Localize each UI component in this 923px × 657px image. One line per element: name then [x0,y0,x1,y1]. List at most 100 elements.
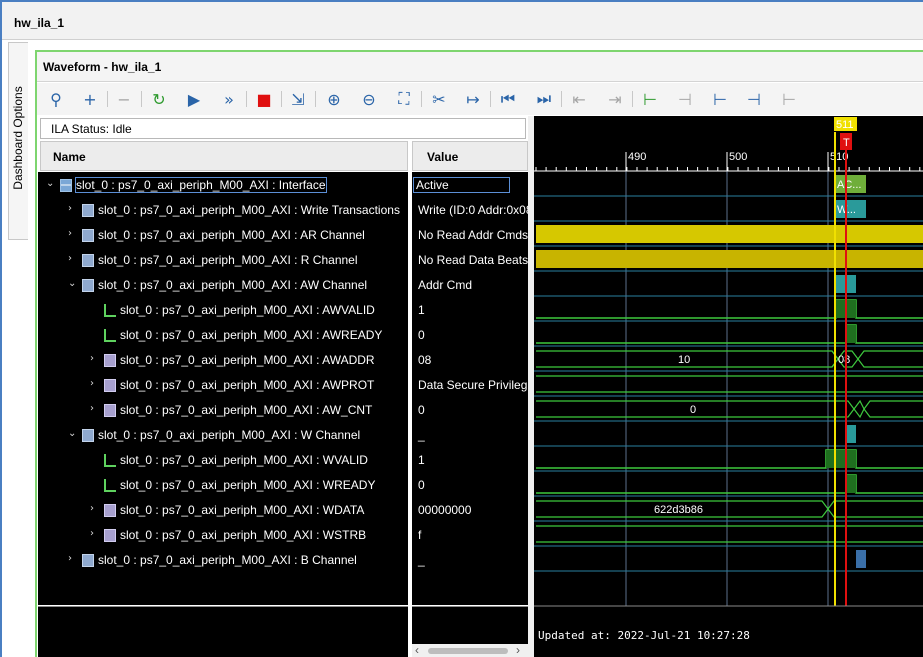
remove-icon[interactable]: − [117,89,131,109]
r-channel-bar [536,250,923,268]
signal-name: slot_0 : ps7_0_axi_periph_M00_AXI : AWPR… [120,378,375,392]
signal-row[interactable]: › slot_0 : ps7_0_axi_periph_M00_AXI : WDA… [38,498,408,522]
dashboard-options-tab[interactable]: Dashboard Options [8,42,28,240]
export-icon[interactable]: ⇲ [291,89,305,109]
next-marker-icon[interactable]: ⊢ [713,89,727,109]
scrollbar-thumb[interactable] [428,648,508,654]
scroll-right-icon[interactable]: › [516,643,520,657]
name-column-header[interactable]: Name [40,141,408,171]
signal-value: Data Secure Privileg [418,378,528,392]
expand-arrow-icon[interactable]: › [68,553,72,564]
expand-arrow-icon[interactable]: › [68,228,72,239]
wdata-wave-b2 [827,508,923,518]
stop-trigger-icon[interactable]: ■ [256,89,272,109]
signal-value: Addr Cmd [418,278,473,292]
expand-arrow-icon[interactable]: › [90,528,94,539]
add-marker-icon[interactable]: ⊢ [643,89,657,109]
signal-name: slot_0 : ps7_0_axi_periph_M00_AXI : WREA… [120,478,376,492]
go-to-start-icon[interactable]: ⏮ [500,89,516,108]
snap-icon[interactable]: ⊢ [782,89,796,109]
run-trigger-continuous-icon[interactable]: » [224,89,234,109]
bus-signal-icon [82,279,94,292]
toolbar-separator [632,91,633,107]
signal-row[interactable]: › slot_0 : ps7_0_axi_periph_M00_AXI : AWP… [38,373,408,397]
signal-row[interactable]: ⌄ slot_0 : ps7_0_axi_periph_M00_AXI : Int… [38,173,408,197]
signal-name: slot_0 : ps7_0_axi_periph_M00_AXI : WVAL… [120,453,368,467]
signal-row[interactable]: › slot_0 : ps7_0_axi_periph_M00_AXI : R C… [38,248,408,272]
expand-arrow-icon[interactable]: › [68,203,72,214]
awcnt-wave-c1 [863,400,923,410]
ar-channel-bar [536,225,923,243]
signal-name-list-footer [38,606,408,657]
signal-row[interactable]: slot_0 : ps7_0_axi_periph_M00_AXI : WVAL… [38,448,408,472]
bit-signal-icon [104,329,116,342]
signal-row[interactable]: slot_0 : ps7_0_axi_periph_M00_AXI : WREA… [38,473,408,497]
bus-signal-icon [82,254,94,267]
toolbar-separator [315,91,316,107]
bus-signal-icon [82,229,94,242]
cursor-remove-icon[interactable]: ✂ [432,89,446,109]
zoom-fit-icon[interactable]: ⛶ [398,89,410,108]
panel-splitter[interactable] [528,116,534,657]
expand-arrow-icon[interactable]: › [68,253,72,264]
signal-row[interactable]: ⌄ slot_0 : ps7_0_axi_periph_M00_AXI : AW … [38,273,408,297]
wvalid-wave [536,449,923,469]
previous-transition-icon[interactable]: ⇤ [572,89,586,109]
b-channel-block [856,550,866,568]
signal-row[interactable]: ⌄ slot_0 : ps7_0_axi_periph_M00_AXI : W C… [38,423,408,447]
signal-row[interactable]: › slot_0 : ps7_0_axi_periph_M00_AXI : B C… [38,548,408,572]
vec-signal-icon [104,354,116,367]
search-icon[interactable]: ⚲ [50,89,62,109]
w-channel-block [846,425,856,443]
swap-cursor-icon[interactable]: ⊣ [747,89,761,109]
go-to-end-icon[interactable]: ⏭ [536,89,552,108]
expand-arrow-icon[interactable]: › [90,378,94,389]
signal-row[interactable]: slot_0 : ps7_0_axi_periph_M00_AXI : AWRE… [38,323,408,347]
previous-marker-icon[interactable]: ⊣ [678,89,692,109]
awready-wave [536,324,923,344]
expand-arrow-icon[interactable]: › [90,353,94,364]
next-transition-icon[interactable]: ⇥ [608,89,622,109]
signal-value: _ [418,428,425,442]
iface-signal-icon [60,179,72,192]
waveform-title: Waveform - hw_ila_1 [43,60,162,74]
collapse-arrow-icon[interactable]: ⌄ [46,178,55,189]
signal-name-list: ⌄ slot_0 : ps7_0_axi_periph_M00_AXI : Int… [38,172,408,605]
toolbar-separator [421,91,422,107]
collapse-arrow-icon[interactable]: ⌄ [68,278,77,289]
signal-value: f [418,528,422,542]
signal-name: slot_0 : ps7_0_axi_periph_M00_AXI : W Ch… [98,428,361,442]
expand-arrow-icon[interactable]: › [90,503,94,514]
run-trigger-immediate-icon[interactable]: ↻ [152,89,166,109]
marker-goto-icon[interactable]: ↦ [466,89,480,109]
signal-name: slot_0 : ps7_0_axi_periph_M00_AXI : AWRE… [120,328,383,342]
signal-name: slot_0 : ps7_0_axi_periph_M00_AXI : R Ch… [98,253,358,267]
add-icon[interactable]: + [83,89,97,109]
collapse-arrow-icon[interactable]: ⌄ [68,428,77,439]
vec-signal-icon [104,379,116,392]
zoom-out-icon[interactable]: ⊖ [362,89,376,109]
awcnt-wave-b [853,399,865,419]
signal-row[interactable]: slot_0 : ps7_0_axi_periph_M00_AXI : AWVA… [38,298,408,322]
run-trigger-icon[interactable]: ▶ [187,89,201,109]
zoom-in-icon[interactable]: ⊕ [327,89,341,109]
awcnt-value: 0 [690,404,696,416]
expand-arrow-icon[interactable]: › [90,403,94,414]
wready-wave [536,474,923,494]
toolbar-separator [490,91,491,107]
signal-row[interactable]: › slot_0 : ps7_0_axi_periph_M00_AXI : AW_… [38,398,408,422]
signal-row[interactable]: › slot_0 : ps7_0_axi_periph_M00_AXI : AWA… [38,348,408,372]
scroll-left-icon[interactable]: ‹ [415,643,419,657]
value-horizontal-scrollbar[interactable]: ‹ › [412,643,528,657]
signal-row[interactable]: › slot_0 : ps7_0_axi_periph_M00_AXI : WST… [38,523,408,547]
signal-row[interactable]: › slot_0 : ps7_0_axi_periph_M00_AXI : AR … [38,223,408,247]
value-column-header[interactable]: Value [412,141,528,171]
signal-value: 08 [418,353,432,367]
time-tick-label: 490 [628,151,646,163]
signal-name: slot_0 : ps7_0_axi_periph_M00_AXI : WSTR… [120,528,367,542]
signal-value: 0 [418,403,425,417]
signal-row[interactable]: › slot_0 : ps7_0_axi_periph_M00_AXI : Wri… [38,198,408,222]
wdata-wave-b1 [827,500,923,510]
